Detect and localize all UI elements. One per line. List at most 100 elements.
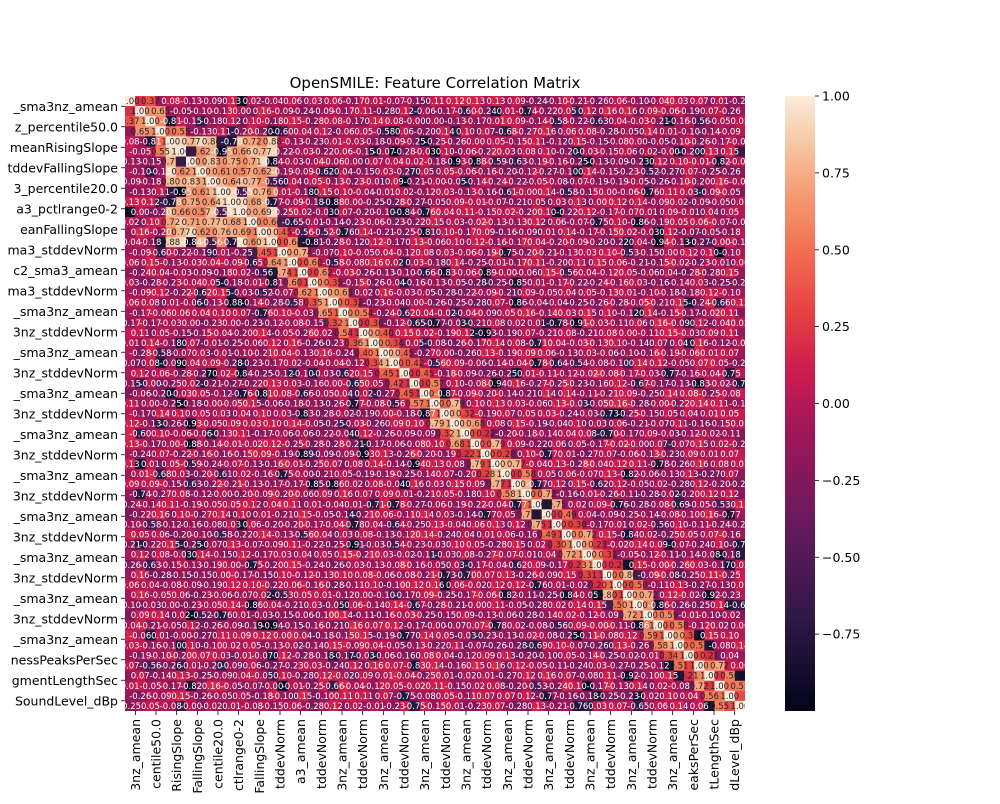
cell-annotation: 0.05 bbox=[517, 410, 536, 420]
cell-annotation: -0.58 bbox=[282, 299, 304, 309]
cell-annotation: -0.07 bbox=[576, 470, 598, 480]
cell-annotation: 0.79 bbox=[446, 400, 465, 410]
cell-annotation: -0.15 bbox=[597, 147, 619, 157]
cell-annotation: -0.02 bbox=[668, 258, 690, 268]
cell-annotation: -0.73 bbox=[597, 410, 619, 420]
cell-annotation: -0.06 bbox=[454, 268, 476, 278]
cell-annotation: -0.10 bbox=[190, 107, 212, 117]
cell-annotation: -0.52 bbox=[637, 168, 659, 178]
cell-annotation: -0.15 bbox=[648, 258, 670, 268]
cell-annotation: -0.13 bbox=[292, 349, 314, 359]
cell-annotation: -0.26 bbox=[454, 349, 476, 359]
cell-annotation: -0.56 bbox=[251, 268, 273, 278]
cell-annotation: -0.28 bbox=[383, 198, 405, 208]
cell-annotation: 0.01 bbox=[639, 208, 658, 218]
cell-annotation: -0.28 bbox=[729, 279, 751, 289]
cell-annotation: -0.21 bbox=[566, 97, 588, 107]
cell-annotation: -0.16 bbox=[637, 349, 659, 359]
cell-annotation: -0.87 bbox=[434, 389, 456, 399]
cell-annotation: -0.20 bbox=[454, 470, 476, 480]
cell-annotation: -0.19 bbox=[495, 349, 517, 359]
cell-annotation: -0.08 bbox=[597, 369, 619, 379]
cell-annotation: 0.12 bbox=[354, 430, 373, 440]
cell-annotation: -0.17 bbox=[251, 430, 273, 440]
cell-annotation: 1.00 bbox=[161, 137, 180, 147]
cell-annotation: 0.45 bbox=[253, 248, 272, 258]
cell-annotation: -0.65 bbox=[343, 379, 365, 389]
cell-annotation: 0.07 bbox=[517, 329, 536, 339]
cell-annotation: -0.81 bbox=[251, 389, 273, 399]
cell-annotation: 0.02 bbox=[354, 289, 373, 299]
cell-annotation: 1.00 bbox=[456, 430, 475, 440]
cell-annotation: -0.25 bbox=[394, 470, 416, 480]
cell-annotation: 0.22 bbox=[476, 430, 495, 440]
cell-annotation: 0.15 bbox=[588, 258, 607, 268]
cell-annotation: -0.60 bbox=[129, 430, 151, 440]
cell-annotation: -0.71 bbox=[526, 339, 548, 349]
cell-annotation: -0.01 bbox=[373, 188, 395, 198]
cell-annotation: 0.01 bbox=[619, 289, 638, 299]
cell-annotation: 0.08 bbox=[121, 137, 140, 147]
cell-annotation: -0.26 bbox=[424, 299, 446, 309]
cell-annotation: -0.10 bbox=[668, 137, 690, 147]
cell-annotation: -0.22 bbox=[526, 440, 548, 450]
cell-annotation: 0.07 bbox=[497, 410, 516, 420]
cell-annotation: -0.23 bbox=[322, 339, 344, 349]
cell-annotation: 0.07 bbox=[700, 107, 719, 117]
cell-annotation: 0.00 bbox=[436, 349, 455, 359]
cell-annotation: -0.03 bbox=[292, 147, 314, 157]
cell-annotation: -0.21 bbox=[343, 440, 365, 450]
cell-annotation: 0.09 bbox=[446, 359, 465, 369]
cell-annotation: -0.03 bbox=[292, 309, 314, 319]
cell-annotation: 0.12 bbox=[680, 248, 699, 258]
cell-annotation: 0.15 bbox=[243, 400, 262, 410]
cell-annotation: 0.12 bbox=[700, 490, 719, 500]
cell-annotation: 0.15 bbox=[578, 309, 597, 319]
cell-annotation: 0.45 bbox=[273, 228, 292, 238]
cell-annotation: 0.00 bbox=[182, 319, 201, 329]
cell-annotation: 0.03 bbox=[304, 97, 323, 107]
cell-annotation: -0.16 bbox=[648, 279, 670, 289]
cell-annotation: -0.81 bbox=[139, 137, 161, 147]
cell-annotation: 0.10 bbox=[537, 147, 556, 157]
cell-annotation: 0.03 bbox=[547, 198, 566, 208]
cell-annotation: -0.07 bbox=[272, 289, 294, 299]
cell-annotation: -0.20 bbox=[709, 480, 731, 490]
cell-annotation: 0.11 bbox=[568, 258, 587, 268]
cell-annotation: 0.10 bbox=[537, 208, 556, 218]
cell-annotation: 0.04 bbox=[659, 268, 678, 278]
cell-annotation: 0.13 bbox=[568, 198, 587, 208]
cell-annotation: -0.16 bbox=[495, 228, 517, 238]
cell-annotation: -0.03 bbox=[678, 329, 700, 339]
cell-annotation: 0.07 bbox=[232, 309, 251, 319]
cell-annotation: -0.20 bbox=[556, 147, 578, 157]
cell-annotation: 0.14 bbox=[659, 389, 678, 399]
cell-annotation: -0.20 bbox=[231, 127, 253, 137]
cell-annotation: -0.16 bbox=[607, 279, 629, 289]
cell-annotation: 0.40 bbox=[354, 349, 373, 359]
cell-annotation: -0.16 bbox=[688, 420, 710, 430]
cell-annotation: -0.08 bbox=[424, 339, 446, 349]
cell-annotation: -0.03 bbox=[576, 147, 598, 157]
cell-annotation: -0.23 bbox=[688, 258, 710, 268]
cell-annotation: -0.84 bbox=[394, 208, 416, 218]
cell-annotation: -0.12 bbox=[515, 168, 537, 178]
cell-annotation: -0.60 bbox=[272, 127, 294, 137]
cell-annotation: -0.07 bbox=[383, 97, 405, 107]
cell-annotation: -0.00 bbox=[495, 268, 517, 278]
cell-annotation: 0.71 bbox=[182, 218, 201, 228]
cell-annotation: -0.62 bbox=[394, 309, 416, 319]
cell-annotation: -0.16 bbox=[475, 188, 497, 198]
cell-annotation: 0.02 bbox=[405, 158, 424, 168]
cell-annotation: -0.19 bbox=[526, 420, 548, 430]
cell-annotation: 1.00 bbox=[192, 168, 211, 178]
cell-annotation: 0.03 bbox=[588, 420, 607, 430]
cell-annotation: -0.19 bbox=[180, 500, 202, 510]
cell-annotation: 0.00 bbox=[232, 107, 251, 117]
cell-annotation: -0.24 bbox=[556, 410, 578, 420]
cell-annotation: -0.25 bbox=[546, 379, 568, 389]
cell-annotation: 0.35 bbox=[324, 279, 343, 289]
cell-annotation: -0.22 bbox=[465, 500, 487, 510]
cell-annotation: -0.62 bbox=[190, 289, 212, 299]
cell-annotation: -0.13 bbox=[302, 400, 324, 410]
